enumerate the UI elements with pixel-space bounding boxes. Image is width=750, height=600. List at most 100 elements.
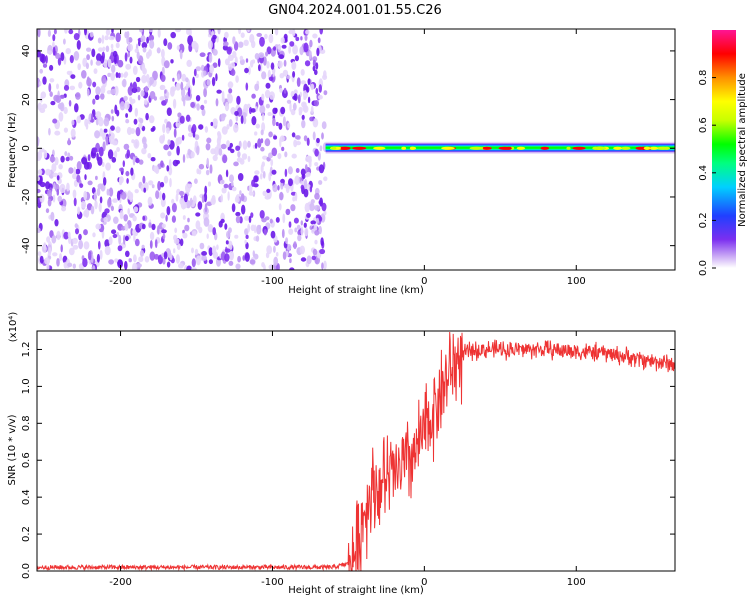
- heatmap-cell: [196, 103, 200, 111]
- heatmap-cell: [58, 164, 63, 170]
- heatmap-hotspot: [572, 146, 586, 150]
- heatmap-cell: [163, 175, 169, 184]
- heatmap-cell: [126, 126, 132, 136]
- heatmap-cell: [143, 142, 148, 149]
- heatmap-cell: [141, 223, 146, 230]
- heatmap-cell: [203, 99, 208, 104]
- heatmap-cell: [312, 33, 318, 39]
- heatmap-cell: [323, 90, 328, 96]
- y-tick-label: 20: [21, 93, 32, 106]
- heatmap-cell: [306, 86, 310, 93]
- heatmap-cell: [87, 180, 93, 186]
- heatmap-cell: [274, 107, 278, 113]
- heatmap-cell: [39, 255, 44, 264]
- heatmap-cell: [236, 95, 241, 105]
- heatmap-cell: [52, 172, 58, 177]
- heatmap-cell: [76, 115, 82, 124]
- heatmap-cell: [162, 192, 166, 201]
- heatmap-cell: [277, 153, 282, 160]
- heatmap-cell: [231, 186, 237, 192]
- heatmap-cell: [170, 59, 174, 64]
- heatmap-cell: [293, 139, 298, 148]
- heatmap-cell: [286, 99, 292, 104]
- heatmap-cell: [152, 126, 156, 131]
- heatmap-hotspot: [540, 146, 550, 150]
- heatmap-cell: [144, 255, 150, 263]
- heatmap-cell: [288, 178, 293, 187]
- heatmap-cell: [291, 132, 296, 138]
- heatmap-hotspot: [498, 146, 511, 150]
- heatmap-cell: [273, 256, 279, 266]
- heatmap-cell: [278, 122, 283, 130]
- heatmap-cell: [105, 29, 111, 36]
- heatmap-cell: [166, 127, 170, 134]
- heatmap-cell: [206, 137, 212, 144]
- heatmap-cell: [45, 181, 51, 190]
- heatmap-cell: [49, 155, 56, 163]
- heatmap-hotspot: [373, 146, 386, 150]
- heatmap-cell: [317, 37, 321, 44]
- heatmap-cell: [282, 116, 286, 127]
- heatmap-cell: [73, 166, 76, 175]
- heatmap-cell: [224, 31, 229, 39]
- heatmap-cell: [108, 135, 115, 145]
- heatmap-cell: [161, 229, 167, 234]
- heatmap-cell: [64, 151, 68, 157]
- heatmap-cell: [108, 35, 115, 41]
- heatmap-cell: [39, 181, 46, 188]
- heatmap-cell: [135, 157, 140, 164]
- heatmap-cell: [37, 176, 40, 182]
- heatmap-cell: [191, 126, 194, 134]
- heatmap-cell: [233, 161, 239, 167]
- heatmap-cell: [250, 108, 256, 113]
- heatmap-cell: [300, 69, 305, 76]
- heatmap-cell: [138, 159, 144, 165]
- heatmap-cell: [265, 82, 271, 89]
- heatmap-cell: [289, 102, 292, 112]
- heatmap-cell: [185, 83, 189, 91]
- heatmap-cell: [286, 75, 291, 80]
- heatmap-cell: [123, 234, 126, 245]
- heatmap-cell: [195, 255, 201, 266]
- heatmap-cell: [293, 217, 299, 224]
- heatmap-cell: [108, 259, 114, 265]
- heatmap-cell: [271, 147, 278, 157]
- heatmap-cell: [98, 240, 101, 250]
- heatmap-cell: [153, 96, 157, 101]
- heatmap-cell: [60, 52, 65, 62]
- heatmap-cell: [59, 253, 62, 261]
- y-tick-label: 0.8: [21, 415, 32, 431]
- heatmap-cell: [235, 114, 238, 122]
- heatmap-cell: [169, 177, 172, 188]
- heatmap-cell: [290, 204, 296, 212]
- heatmap-hotspot: [409, 146, 415, 150]
- heatmap-cell: [86, 88, 90, 97]
- heatmap-cell: [264, 89, 271, 99]
- heatmap-cell: [182, 203, 188, 209]
- heatmap-cell: [216, 35, 219, 43]
- heatmap-cell: [316, 137, 320, 144]
- heatmap-cell: [85, 62, 89, 70]
- heatmap-cell: [266, 245, 273, 255]
- heatmap-cell: [212, 154, 218, 162]
- heatmap-cell: [319, 197, 323, 207]
- heatmap-cell: [259, 210, 265, 219]
- heatmap-cell: [123, 143, 130, 150]
- heatmap-cell: [184, 224, 190, 232]
- heatmap-cell: [216, 89, 222, 94]
- heatmap-cell: [47, 29, 52, 37]
- heatmap-cell: [228, 260, 234, 266]
- heatmap-cell: [212, 49, 218, 56]
- heatmap-cell: [316, 47, 320, 57]
- heatmap-cell: [220, 113, 227, 118]
- heatmap-cell: [97, 47, 104, 52]
- heatmap-cell: [138, 122, 143, 129]
- heatmap-cell: [308, 50, 312, 59]
- heatmap-cell: [63, 84, 70, 91]
- heatmap-cell: [258, 52, 265, 59]
- heatmap-hotspot: [469, 146, 484, 150]
- heatmap-cell: [261, 161, 265, 167]
- heatmap-cell: [222, 154, 228, 164]
- heatmap-cell: [279, 191, 284, 201]
- heatmap-cell: [273, 135, 278, 140]
